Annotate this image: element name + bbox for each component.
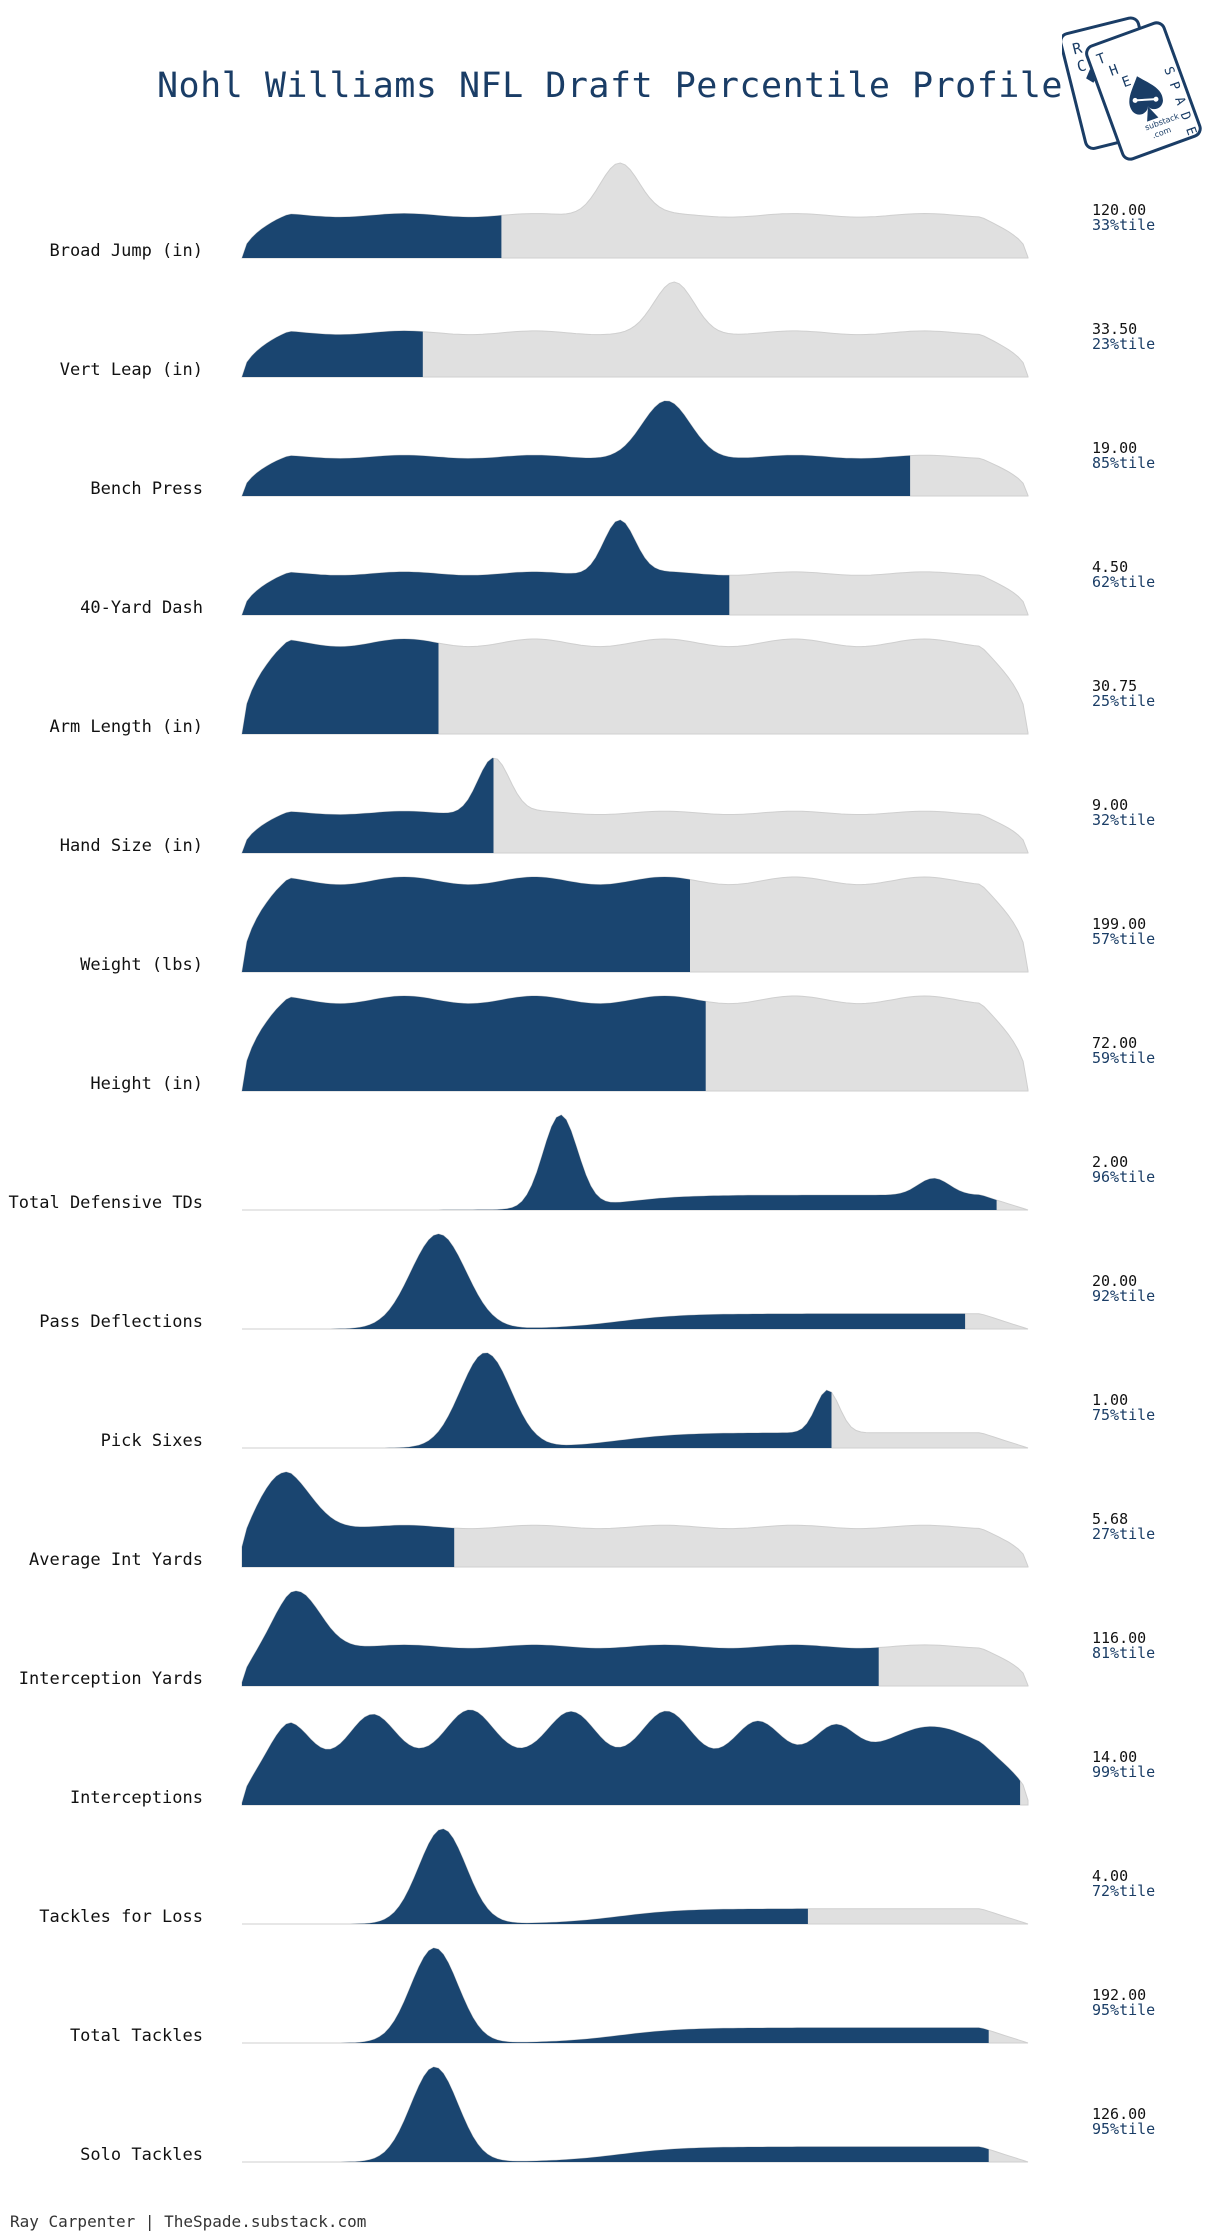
row-value: 199.00 — [1092, 915, 1146, 933]
row-value: 9.00 — [1092, 796, 1128, 814]
density-percentile-fill — [242, 639, 439, 734]
row-percentile: 75%tile — [1092, 1406, 1155, 1424]
row-percentile: 62%tile — [1092, 573, 1155, 591]
density-percentile-fill — [242, 996, 706, 1091]
row-percentile: 81%tile — [1092, 1644, 1155, 1662]
row-label: Vert Leap (in) — [60, 360, 203, 380]
row-value: 14.00 — [1092, 1748, 1137, 1766]
row-value: 192.00 — [1092, 1986, 1146, 2004]
row-percentile: 92%tile — [1092, 1287, 1155, 1305]
density-percentile-fill — [242, 758, 494, 853]
density-percentile-fill — [242, 1472, 455, 1567]
density-percentile-fill — [242, 213, 502, 258]
row-label: Pick Sixes — [101, 1431, 203, 1451]
row-label: Solo Tackles — [80, 2145, 203, 2165]
row-percentile: 96%tile — [1092, 1168, 1155, 1186]
row-percentile: 59%tile — [1092, 1049, 1155, 1067]
row-label: Weight (lbs) — [80, 955, 203, 975]
row-percentile: 27%tile — [1092, 1525, 1155, 1543]
row-percentile: 95%tile — [1092, 2001, 1155, 2019]
row-value: 20.00 — [1092, 1272, 1137, 1290]
spade-icon — [1129, 76, 1163, 115]
row-label: Arm Length (in) — [49, 717, 203, 737]
logo-back-letter-c: C — [1075, 56, 1088, 76]
row-label: Pass Deflections — [39, 1312, 203, 1332]
density-percentile-fill — [242, 1115, 997, 1210]
row-value: 33.50 — [1092, 320, 1137, 338]
row-value: 4.00 — [1092, 1867, 1128, 1885]
row-percentile: 33%tile — [1092, 216, 1155, 234]
row-percentile: 32%tile — [1092, 811, 1155, 829]
the-spade-logo: R C T H E S P A D E substack .com — [1059, 10, 1212, 174]
density-percentile-fill — [242, 1829, 808, 1924]
density-percentile-fill — [242, 877, 690, 972]
row-label: Average Int Yards — [29, 1550, 203, 1570]
row-label: Interceptions — [70, 1788, 203, 1808]
density-percentile-fill — [242, 1234, 966, 1329]
row-value: 30.75 — [1092, 677, 1137, 695]
row-label: Height (in) — [90, 1074, 203, 1094]
row-label: Total Tackles — [70, 2026, 203, 2046]
row-value: 2.00 — [1092, 1153, 1128, 1171]
row-percentile: 85%tile — [1092, 454, 1155, 472]
density-percentile-fill — [242, 401, 911, 496]
footer-credit: Ray Carpenter | TheSpade.substack.com — [10, 2212, 367, 2231]
row-percentile: 72%tile — [1092, 1882, 1155, 1900]
density-percentile-fill — [242, 520, 730, 615]
row-percentile: 23%tile — [1092, 335, 1155, 353]
playing-card-logo-icon: R C T H E S P A D E substack .com — [1059, 16, 1202, 161]
row-label: Hand Size (in) — [60, 836, 203, 856]
row-label: Tackles for Loss — [39, 1907, 203, 1927]
row-value: 116.00 — [1092, 1629, 1146, 1647]
row-value: 72.00 — [1092, 1034, 1137, 1052]
density-percentile-fill — [242, 1591, 879, 1686]
density-background — [242, 1352, 1029, 1449]
row-percentile: 95%tile — [1092, 2120, 1155, 2138]
density-percentile-fill — [242, 1353, 832, 1448]
row-label: Interception Yards — [19, 1669, 203, 1689]
row-value: 1.00 — [1092, 1391, 1128, 1409]
row-value: 4.50 — [1092, 558, 1128, 576]
row-label: 40-Yard Dash — [80, 598, 203, 618]
chart-title: Nohl Williams NFL Draft Percentile Profi… — [156, 66, 1063, 106]
density-background — [242, 1828, 1029, 1925]
row-percentile: 99%tile — [1092, 1763, 1155, 1781]
density-percentile-fill — [242, 330, 423, 377]
row-value: 126.00 — [1092, 2105, 1146, 2123]
density-percentile-fill — [242, 1710, 1021, 1805]
row-percentile: 57%tile — [1092, 930, 1155, 948]
row-value: 120.00 — [1092, 201, 1146, 219]
row-percentile: 25%tile — [1092, 692, 1155, 710]
row-value: 5.68 — [1092, 1510, 1128, 1528]
row-label: Bench Press — [90, 479, 203, 499]
density-percentile-fill — [242, 1948, 989, 2043]
row-value: 19.00 — [1092, 439, 1137, 457]
row-label: Total Defensive TDs — [9, 1193, 203, 1213]
density-percentile-fill — [242, 2067, 989, 2162]
row-label: Broad Jump (in) — [49, 241, 203, 261]
